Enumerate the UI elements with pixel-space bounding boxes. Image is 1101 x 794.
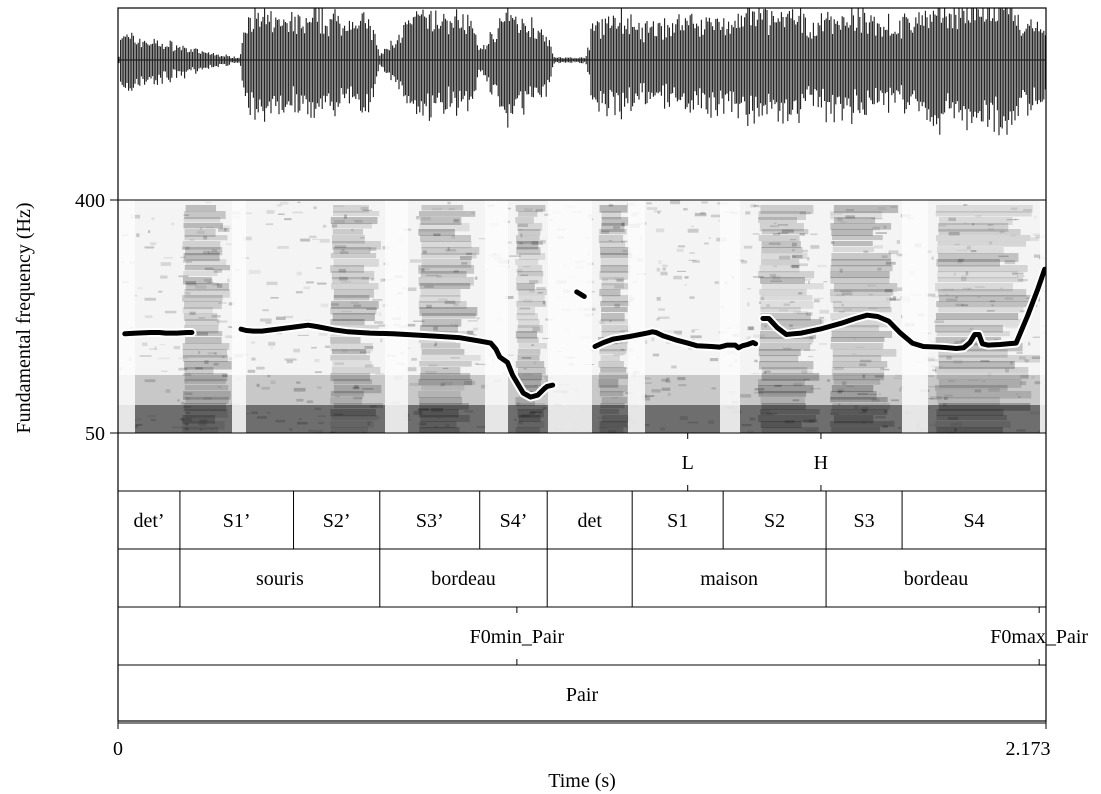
syllables-label-9: S4 [963, 510, 984, 532]
syllables-label-0: det’ [133, 510, 164, 532]
f0-extrema-point-label-1: F0max_Pair [990, 626, 1088, 648]
tones-point-label-0: L [682, 452, 694, 474]
y-tick-label-50: 50 [85, 423, 105, 445]
y-tick-label-400: 400 [75, 190, 105, 212]
tones-point-label-1: H [814, 452, 828, 474]
words-label-5: bordeau [904, 568, 968, 590]
y-axis-label: Fundamental frequency (Hz) [13, 202, 35, 433]
x-axis-label: Time (s) [548, 770, 616, 792]
syllables-label-8: S3 [854, 510, 875, 532]
syllables-label-4: S4’ [500, 510, 528, 532]
pitch-segment-0 [122, 330, 195, 337]
words-label-2: bordeau [431, 568, 495, 590]
f0-extrema-point-label-0: F0min_Pair [470, 626, 565, 648]
x-tick-label-2173: 2.173 [1006, 738, 1051, 760]
words-label-4: maison [700, 568, 758, 590]
pair-label-0: Pair [566, 684, 599, 706]
pitch-contour [120, 264, 1046, 402]
syllables-label-6: S1 [667, 510, 688, 532]
syllables-label-2: S2’ [323, 510, 351, 532]
plot-frame [117, 7, 1047, 722]
syllables-label-5: det [577, 510, 602, 532]
syllables-label-3: S3’ [416, 510, 444, 532]
words-label-1: souris [256, 568, 304, 590]
pitch-segment-4 [760, 266, 1046, 351]
pitch-segment-1 [238, 322, 556, 400]
syllables-label-1: S1’ [223, 510, 251, 532]
waveform [118, 8, 1046, 136]
axes: 400 50 Fundamental frequency (Hz) 0 2.17… [13, 190, 1051, 792]
x-tick-label-0: 0 [113, 738, 123, 760]
syllables-label-7: S2 [764, 510, 785, 532]
spectrogram [118, 200, 1046, 433]
pitch-segment-2 [574, 289, 587, 299]
pitch-segment-3 [592, 329, 759, 351]
